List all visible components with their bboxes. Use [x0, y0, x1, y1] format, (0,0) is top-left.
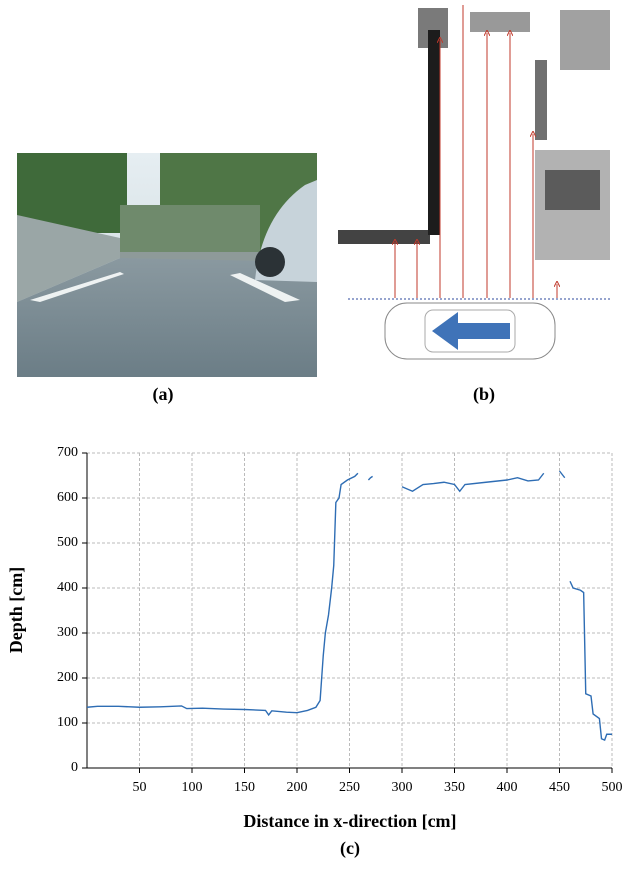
- x-tick-label: 300: [392, 780, 413, 795]
- panel-label: (b): [473, 384, 495, 405]
- y-tick-label: 500: [57, 535, 78, 550]
- y-tick-label: 700: [57, 445, 78, 460]
- x-tick-label: 500: [602, 780, 622, 795]
- y-axis-label: Depth [cm]: [6, 567, 26, 653]
- x-tick-label: 100: [182, 780, 203, 795]
- photo: [17, 153, 317, 377]
- x-tick-label: 250: [339, 780, 360, 795]
- x-tick-label: 350: [444, 780, 465, 795]
- x-axis-label: Distance in x-direction [cm]: [243, 811, 456, 831]
- y-tick-label: 200: [57, 670, 78, 685]
- y-tick-label: 0: [71, 760, 78, 775]
- panel-label: (a): [153, 384, 174, 405]
- y-tick-label: 300: [57, 625, 78, 640]
- x-tick-label: 50: [133, 780, 147, 795]
- x-tick-label: 450: [549, 780, 570, 795]
- y-tick-label: 400: [57, 580, 78, 595]
- occupancy-map: [338, 5, 612, 359]
- panel-label: (c): [340, 838, 360, 859]
- x-tick-label: 400: [497, 780, 518, 795]
- x-tick-label: 200: [287, 780, 308, 795]
- x-tick-label: 150: [234, 780, 255, 795]
- y-tick-label: 600: [57, 490, 78, 505]
- y-tick-label: 100: [57, 715, 78, 730]
